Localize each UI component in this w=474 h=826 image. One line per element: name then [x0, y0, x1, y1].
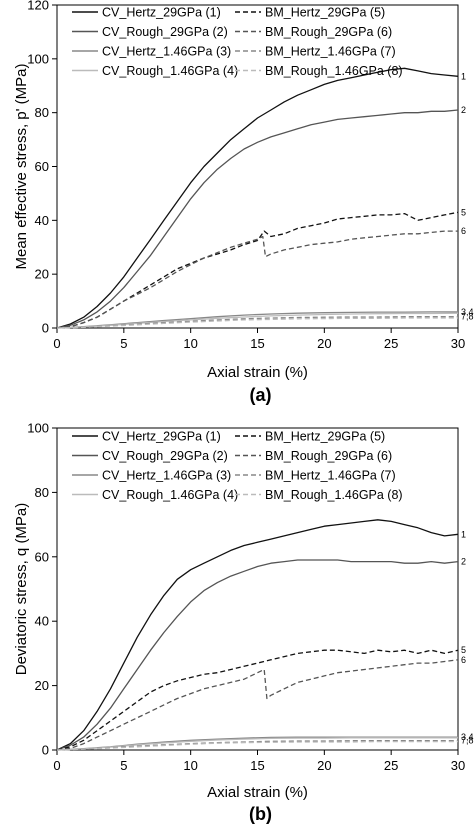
x-tick-label: 0: [53, 336, 60, 351]
series-line-6: [56, 659, 459, 751]
series-end-label: 5: [461, 645, 466, 655]
series-end-label: 6: [461, 655, 466, 665]
legend-entry: CV_Hertz_29GPa (1): [102, 6, 221, 20]
legend-entry: CV_Rough_1.46GPa (4): [102, 488, 238, 502]
series-line-8: [56, 740, 458, 751]
series-line-6: [56, 230, 458, 329]
x-tick-label: 25: [384, 758, 398, 773]
x-tick-label: 25: [384, 336, 398, 351]
panel-label: (a): [250, 385, 272, 405]
x-tick-label: 30: [451, 758, 465, 773]
y-axis-label: Mean effective stress, p' (MPa): [13, 64, 30, 270]
x-axis-label: Axial strain (%): [207, 364, 308, 381]
y-tick-label: 100: [27, 421, 49, 436]
series-end-label: 2: [461, 557, 466, 567]
series-line-5: [56, 649, 459, 751]
y-tick-label: 0: [42, 321, 49, 336]
y-tick-label: 60: [35, 549, 49, 564]
legend-entry: CV_Rough_29GPa (2): [102, 25, 228, 39]
series-end-label: 1: [461, 529, 466, 539]
y-tick-label: 60: [35, 159, 49, 174]
x-tick-label: 10: [183, 758, 197, 773]
legend-entry: BM_Rough_1.46GPa (8): [265, 64, 403, 78]
legend-entry: BM_Hertz_1.46GPa (7): [265, 45, 396, 59]
legend-entry: CV_Rough_1.46GPa (4): [102, 64, 238, 78]
x-tick-label: 20: [317, 758, 331, 773]
x-tick-label: 5: [120, 336, 127, 351]
y-axis-label: Deviatoric stress, q (MPa): [13, 503, 30, 676]
series-line-5: [56, 211, 459, 329]
series-line-1: [56, 67, 459, 329]
series-line-8: [56, 317, 458, 329]
series-line-2: [56, 109, 459, 329]
series-end-label: 3,4: [461, 307, 474, 317]
legend-entry: CV_Hertz_29GPa (1): [102, 430, 221, 444]
series-end-label: 2: [461, 105, 466, 115]
y-tick-label: 100: [27, 51, 49, 66]
series-end-label: 6: [461, 226, 466, 236]
legend-entry: BM_Rough_1.46GPa (8): [265, 488, 403, 502]
y-tick-label: 0: [42, 743, 49, 758]
legend-entry: BM_Hertz_29GPa (5): [265, 430, 385, 444]
x-tick-label: 10: [183, 336, 197, 351]
legend-entry: BM_Rough_29GPa (6): [265, 25, 392, 39]
y-tick-label: 20: [35, 678, 49, 693]
y-tick-label: 20: [35, 267, 49, 282]
x-axis-label: Axial strain (%): [207, 784, 308, 801]
x-tick-label: 0: [53, 758, 60, 773]
x-tick-label: 5: [120, 758, 127, 773]
series-line-2: [56, 559, 459, 751]
series-end-label: 5: [461, 207, 466, 217]
x-tick-label: 15: [250, 336, 264, 351]
legend-entry: CV_Hertz_1.46GPa (3): [102, 469, 231, 483]
series-line-4: [56, 737, 458, 751]
series-end-label: 7,8: [461, 312, 474, 322]
x-tick-label: 15: [250, 758, 264, 773]
x-tick-label: 20: [317, 336, 331, 351]
legend-entry: BM_Hertz_1.46GPa (7): [265, 469, 396, 483]
y-tick-label: 40: [35, 213, 49, 228]
y-tick-label: 80: [35, 485, 49, 500]
legend-entry: BM_Hertz_29GPa (5): [265, 6, 385, 20]
x-tick-label: 30: [451, 336, 465, 351]
series-end-label: 7,8: [461, 736, 474, 746]
series-end-label: 1: [461, 71, 466, 81]
y-tick-label: 120: [27, 0, 49, 13]
legend-entry: CV_Hertz_1.46GPa (3): [102, 45, 231, 59]
y-tick-label: 40: [35, 614, 49, 629]
legend-entry: CV_Rough_29GPa (2): [102, 449, 228, 463]
panel-label: (b): [249, 804, 272, 824]
legend-entry: BM_Rough_29GPa (6): [265, 449, 392, 463]
series-end-label: 3,4: [461, 732, 474, 742]
series-line-1: [56, 519, 459, 751]
y-tick-label: 80: [35, 105, 49, 120]
